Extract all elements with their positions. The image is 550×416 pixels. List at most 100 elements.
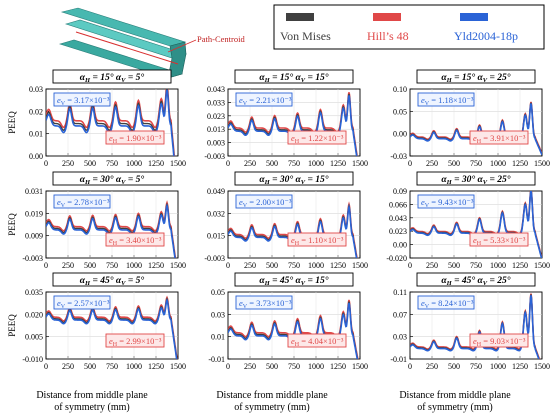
y-tick-label: 0.05 [393,107,407,116]
x-tick-label: 0 [408,261,412,270]
panel-header-label: αH = 15° αV = 15° [259,72,328,84]
series-line-yld [46,298,178,359]
eh-annotation-box [469,333,529,348]
path-centroid-leader [167,39,197,53]
x-tick-label: 1500 [170,261,186,270]
eh-annotation-box [469,232,529,247]
x-tick-label: 1000 [308,159,324,168]
x-tick-label: 250 [62,362,74,371]
eh-annotation-box [287,333,347,348]
eh-annotation-box [105,333,165,348]
x-tick-label: 1500 [352,362,368,371]
y-tick-label: 0.05 [211,288,225,297]
y-tick-label: 0.009 [25,232,43,241]
x-tick-label: 0 [44,159,48,168]
x-tick-label: 1250 [330,159,346,168]
x-tick-label: 250 [426,261,438,270]
x-tick-label: 250 [62,159,74,168]
x-tick-label: 0 [44,362,48,371]
xlabel-col2-line2: of symmetry (mm) [417,402,493,413]
x-tick-label: 1250 [330,362,346,371]
x-tick-label: 1250 [512,261,528,270]
y-tick-label: 0.015 [207,232,225,241]
x-tick-label: 1000 [126,362,142,371]
x-tick-label: 0 [226,159,230,168]
beam-end-face [167,41,187,79]
ev-annotation-box [235,194,293,209]
panel-header-label: αH = 15° αV = 25° [441,72,510,84]
panel-header-label: αH = 45° αV = 5° [80,275,145,287]
x-tick-label: 1000 [126,261,142,270]
eh-annotation-box [287,130,347,145]
x-tick-label: 1250 [148,261,164,270]
eh-annotation-box [105,232,165,247]
x-tick-label: 1250 [148,159,164,168]
eh-annotation-text: eH = 2.99×10⁻³ [109,336,162,348]
x-tick-label: 1000 [308,261,324,270]
y-tick-label: 0.023 [389,227,407,236]
ev-annotation-text: eV = 9.43×10⁻³ [421,197,474,209]
y-tick-label: 0.09 [393,187,407,196]
y-tick-label: 0.03 [211,310,225,319]
panel-2-2: αH = 45° αV = 25° 0.11 0.07 0.03 -0.010 250 50… [390,272,550,371]
y-tick-label: -0.01 [208,355,225,364]
eh-annotation-text: eH = 4.04×10⁻³ [291,336,344,348]
y-tick-label: -0.03 [390,152,407,161]
eh-annotation-box [287,232,347,247]
x-tick-label: 750 [470,159,482,168]
y-axis-label: PEEQ [7,213,17,236]
panel-header-label: αH = 30° αV = 25° [441,174,510,186]
eh-annotation-text: eH = 1.90×10⁻³ [109,133,162,145]
panel-header-box [416,272,536,287]
y-tick-label: 0.043 [207,85,225,94]
path-centroid-line [75,31,179,65]
legend-swatch-hills-48 [373,13,401,21]
y-tick-label: -0.003 [204,152,225,161]
ev-annotation-text: eV = 1.18×10⁻³ [421,95,474,107]
xlabel-col0-line1: Distance from middle plane [36,390,148,401]
x-tick-label: 0 [408,159,412,168]
ev-annotation-box [235,92,293,107]
y-tick-label: 0.019 [25,209,43,218]
y-tick-label: 0.049 [207,187,225,196]
y-axis-label: PEEQ [7,314,17,337]
y-tick-label: 0.01 [29,130,43,139]
xlabel-col1-line2: of symmetry (mm) [234,402,310,413]
panel-header-box [52,272,172,287]
x-tick-label: 1250 [330,261,346,270]
x-tick-label: 500 [266,159,278,168]
y-tick-label: 0.07 [393,310,407,319]
eh-annotation-text: eH = 9.03×10⁻³ [473,336,526,348]
x-tick-label: 1500 [534,362,550,371]
x-tick-label: 0 [226,261,230,270]
legend-swatch-yld2004 [460,13,488,21]
ev-annotation-text: eV = 2.21×10⁻³ [239,95,292,107]
y-tick-label: 0.032 [207,209,225,218]
x-tick-label: 250 [244,261,256,270]
y-tick-label: 0.10 [393,85,407,94]
x-tick-label: 500 [84,261,96,270]
x-tick-label: 0 [44,261,48,270]
xlabel-col0-line2: of symmetry (mm) [54,402,130,413]
y-tick-label: 0.11 [393,288,407,297]
x-tick-label: 500 [448,261,460,270]
x-tick-label: 750 [288,362,300,371]
x-tick-label: 1500 [170,159,186,168]
series-line-yld [410,295,540,359]
legend-label-hills-48: Hill’s 48 [367,29,409,43]
y-tick-label: 0.031 [25,187,43,196]
ev-annotation-text: eV = 2.57×10⁻³ [57,298,110,310]
legend-frame [273,4,545,50]
x-tick-label: 1250 [512,159,528,168]
x-tick-label: 750 [106,362,118,371]
y-tick-label: 0.005 [25,333,43,342]
x-tick-label: 1000 [126,159,142,168]
ev-annotation-box [235,295,293,310]
ev-annotation-box [53,194,111,209]
y-tick-label: 0.023 [207,112,225,121]
eh-annotation-box [105,130,165,145]
ev-annotation-text: eV = 3.73×10⁻³ [239,298,292,310]
y-tick-label: 0.035 [25,288,43,297]
